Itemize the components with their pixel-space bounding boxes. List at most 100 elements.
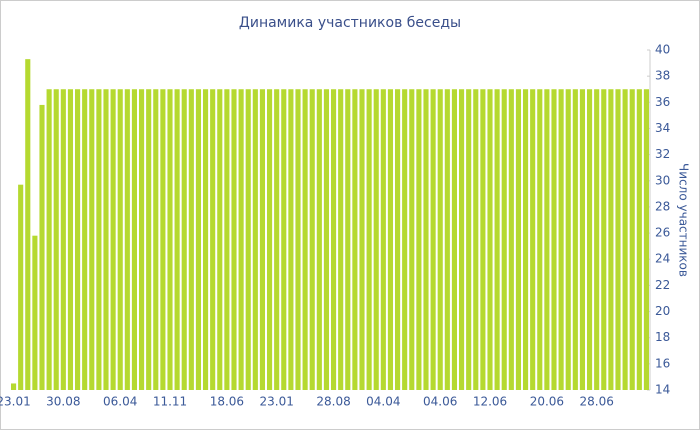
bar <box>82 89 88 390</box>
bar <box>74 89 81 390</box>
x-tick-label: 30.08 <box>46 395 80 409</box>
bar <box>39 104 45 390</box>
bar <box>53 89 59 390</box>
x-tick-label: 18.06 <box>210 395 244 409</box>
bar <box>380 89 386 390</box>
x-tick-label: 20.06 <box>530 395 564 409</box>
bar <box>508 89 514 390</box>
bar <box>636 89 642 390</box>
bar <box>217 89 223 390</box>
bar <box>394 89 401 390</box>
bar <box>451 89 458 390</box>
bar <box>615 89 621 390</box>
chart-title: Динамика участников беседы <box>239 15 461 31</box>
bar <box>387 89 394 390</box>
bar <box>110 89 116 390</box>
y-tick-label: 16 <box>655 356 670 370</box>
bar <box>195 89 202 390</box>
bar <box>537 89 543 390</box>
bar <box>352 89 358 390</box>
bar <box>558 89 564 390</box>
bar <box>373 89 379 390</box>
bar <box>25 59 31 391</box>
bar <box>181 89 187 390</box>
x-tick-label: 23.01 <box>0 395 31 409</box>
y-tick-label: 40 <box>655 43 670 57</box>
y-tick-label: 18 <box>655 330 670 344</box>
y-tick-label: 20 <box>655 304 670 318</box>
bar <box>302 89 308 390</box>
y-tick-label: 14 <box>655 383 670 397</box>
bar <box>515 89 522 390</box>
bar <box>494 89 500 390</box>
y-tick-label: 30 <box>655 173 670 187</box>
bar <box>458 89 465 390</box>
bar <box>238 89 244 390</box>
bar <box>18 184 24 390</box>
bar <box>46 89 52 390</box>
x-tick-label: 23.01 <box>259 395 293 409</box>
y-tick-label: 32 <box>655 147 670 161</box>
bar <box>160 89 166 390</box>
bar <box>103 89 109 390</box>
bar <box>586 89 593 390</box>
x-tick-label: 11.11 <box>153 395 187 409</box>
y-tick-label: 28 <box>655 199 670 213</box>
bar <box>402 89 408 390</box>
x-tick-label: 28.08 <box>316 395 350 409</box>
bar <box>544 89 550 390</box>
bar <box>565 89 571 390</box>
bar <box>281 89 287 390</box>
bar <box>608 89 614 390</box>
bar <box>359 89 365 390</box>
bar <box>188 89 194 390</box>
y-tick-label: 24 <box>655 252 670 266</box>
y-tick-label: 22 <box>655 278 670 292</box>
bar <box>274 89 280 390</box>
bar <box>316 89 322 390</box>
bar <box>366 89 372 390</box>
bar <box>309 89 315 390</box>
x-tick-label: 28.06 <box>579 395 613 409</box>
bar <box>501 89 507 390</box>
y-tick-label: 26 <box>655 226 670 240</box>
bar <box>266 89 273 390</box>
bar <box>224 89 230 390</box>
bar <box>124 89 130 390</box>
x-tick-label: 12.06 <box>473 395 507 409</box>
bar <box>32 235 38 390</box>
bar <box>330 89 337 390</box>
bar <box>572 89 578 390</box>
bar <box>117 89 123 390</box>
bar <box>167 89 173 390</box>
bar <box>466 89 472 390</box>
y-axis-label: Число участников <box>677 163 691 277</box>
bar <box>416 89 422 390</box>
bar <box>473 89 479 390</box>
bar <box>245 89 251 390</box>
bar <box>530 89 536 390</box>
y-tick-label: 36 <box>655 95 670 109</box>
bar <box>259 89 266 390</box>
bar <box>629 89 635 390</box>
y-tick-label: 38 <box>655 69 670 83</box>
bar <box>444 89 450 390</box>
bar <box>437 89 443 390</box>
bar <box>288 89 294 390</box>
bar <box>295 89 301 390</box>
y-tick-label: 34 <box>655 121 670 135</box>
bar <box>174 89 180 390</box>
bar <box>643 89 650 390</box>
bar <box>579 89 586 390</box>
bar <box>480 89 486 390</box>
bar <box>89 89 95 390</box>
x-tick-label: 04.06 <box>423 395 457 409</box>
bar <box>67 89 74 390</box>
bar <box>138 89 145 390</box>
bar <box>131 89 138 390</box>
bar <box>60 89 66 390</box>
bar <box>210 89 216 390</box>
bar <box>430 89 436 390</box>
bar <box>487 89 493 390</box>
